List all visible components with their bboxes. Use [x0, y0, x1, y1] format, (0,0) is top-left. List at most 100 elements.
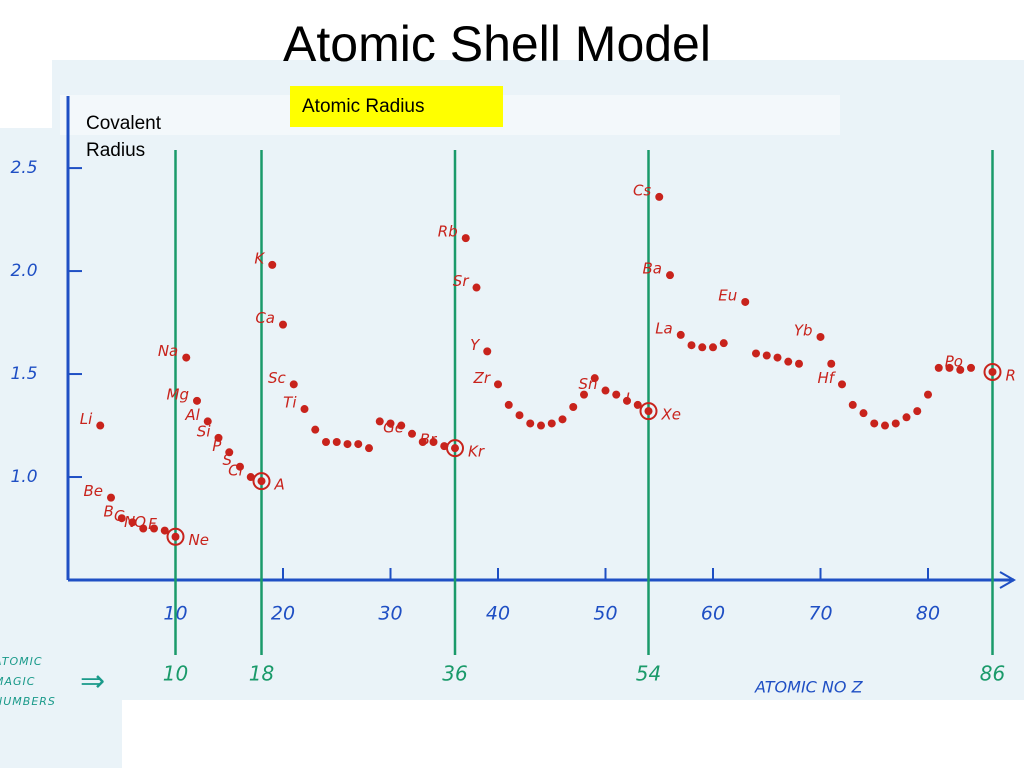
magic-label: 10	[163, 662, 188, 686]
y-label-box: Covalent Radius	[86, 113, 161, 161]
x-tick-label: 20	[271, 603, 295, 625]
point	[741, 297, 750, 306]
point	[558, 415, 567, 424]
point	[257, 477, 266, 486]
point-label: Na	[158, 342, 178, 360]
point	[515, 411, 524, 420]
point-label: Sn	[578, 375, 597, 393]
arrow: ⇒	[80, 665, 105, 698]
point	[569, 402, 578, 411]
magic-ring	[639, 402, 658, 421]
point-label: Eu	[718, 286, 737, 304]
point-label: F	[148, 515, 157, 533]
point	[160, 526, 169, 535]
magic-ring	[166, 527, 185, 546]
point	[246, 473, 255, 482]
point	[343, 440, 352, 449]
y-tick-label: 2.0	[10, 261, 37, 281]
magic-label: 54	[636, 662, 661, 686]
point	[182, 353, 191, 362]
point-label: Xe	[661, 406, 682, 424]
point	[526, 419, 535, 428]
point	[752, 349, 760, 358]
y-tick-label: 2.5	[10, 158, 37, 178]
point	[698, 343, 707, 352]
point	[504, 400, 513, 409]
point	[289, 380, 298, 389]
point	[644, 407, 653, 416]
point-label: Y	[470, 336, 481, 354]
paper	[0, 60, 1024, 768]
point-label: Po	[945, 352, 963, 370]
magic-ring	[252, 472, 271, 491]
point	[956, 365, 965, 374]
point	[193, 396, 201, 405]
point	[268, 260, 277, 269]
point	[612, 390, 621, 399]
point	[784, 357, 793, 366]
point-label: I	[625, 389, 630, 407]
point	[279, 320, 287, 329]
point	[386, 419, 395, 428]
y-axis-label: Covalent Radius	[86, 113, 161, 161]
point	[225, 448, 234, 457]
point	[687, 341, 696, 350]
x-tick-label: 30	[378, 603, 402, 625]
y-tick-label: 1.0	[10, 467, 37, 487]
point	[848, 400, 857, 409]
point	[139, 524, 148, 533]
magic-ring	[983, 362, 1002, 381]
note-box: ATOMIC MAGIC NUMBERS	[0, 655, 55, 708]
point	[311, 425, 320, 434]
point-label: Cl	[228, 462, 243, 480]
point	[547, 419, 556, 428]
point-label: S	[222, 451, 232, 469]
legend-box	[290, 86, 503, 127]
point-label: Ne	[189, 531, 209, 549]
point	[816, 332, 825, 341]
point-label: Li	[80, 410, 93, 428]
point-label: Cs	[633, 181, 651, 199]
point-label: K	[254, 249, 265, 267]
point	[709, 343, 717, 352]
point	[870, 419, 879, 428]
point	[107, 493, 115, 502]
point	[128, 518, 137, 527]
point	[494, 380, 502, 389]
point-label: Be	[83, 482, 103, 500]
point-label: Ge	[383, 418, 404, 436]
point	[537, 421, 545, 430]
point	[827, 359, 836, 368]
point	[418, 438, 427, 447]
point-label: Mg	[167, 385, 189, 403]
point	[913, 407, 922, 416]
point	[623, 396, 631, 405]
point	[300, 405, 309, 414]
point-label: Al	[184, 406, 200, 424]
point	[633, 400, 642, 409]
point	[451, 444, 459, 453]
magic-label: 18	[249, 662, 274, 686]
chart-title: Atomic Shell Model	[283, 16, 711, 72]
point	[375, 417, 384, 426]
x-tick-label: 50	[593, 603, 617, 625]
point-label: Kr	[468, 443, 485, 461]
point	[472, 283, 481, 292]
point	[397, 421, 406, 430]
point	[171, 532, 180, 541]
y-tick-label: 1.5	[10, 364, 37, 384]
point-label: N	[124, 513, 135, 531]
point	[655, 192, 664, 201]
point	[676, 330, 685, 339]
point	[601, 386, 610, 395]
point-label: B	[103, 503, 113, 521]
point	[666, 271, 674, 280]
point	[332, 438, 341, 447]
point-label: La	[655, 319, 673, 337]
point-label: Ti	[283, 394, 297, 412]
x-tick-label: 80	[916, 603, 940, 625]
point-label: Sr	[453, 272, 470, 290]
point-label: Sc	[268, 369, 287, 387]
